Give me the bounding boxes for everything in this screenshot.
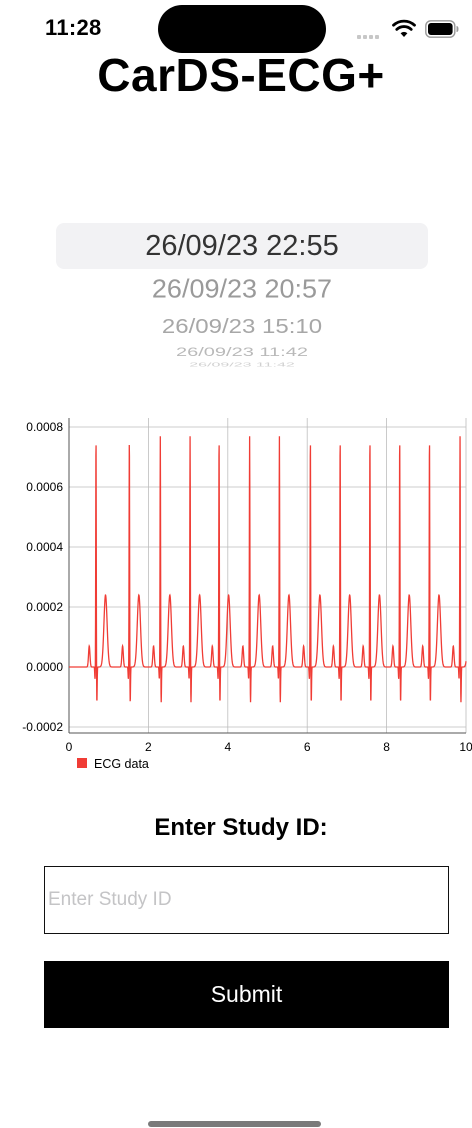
x-tick-label: 6 [304,740,311,754]
status-bar: 11:28 [0,0,472,56]
study-id-label: Enter Study ID: [154,814,328,841]
x-tick-label: 0 [66,740,73,754]
y-tick-label: 0.0004 [26,540,63,554]
ecg-series-line [69,436,467,703]
y-tick-label: 0.0000 [26,660,63,674]
x-tick-label: 10 [459,740,472,754]
y-tick-label: 0.0008 [26,420,63,434]
picker-item-selected[interactable]: 26/09/23 22:55 [145,230,339,262]
picker-item[interactable]: 26/09/23 11:42 [176,345,308,360]
x-tick-label: 8 [383,740,390,754]
ecg-chart: -0.0002 0.0000 0.0002 0.0004 0.0006 0.0008 0 2 4… [22,418,472,771]
battery-icon [425,20,459,38]
x-tick-label: 2 [145,740,152,754]
app-title: CarDS-ECG+ [97,49,385,101]
y-tick-label: 0.0006 [26,480,63,494]
home-indicator [148,1121,321,1127]
wifi-icon [392,19,416,37]
x-tick-label: 4 [224,740,231,754]
picker-item[interactable]: 26/09/23 20:57 [151,274,333,304]
legend-swatch [77,758,87,768]
picker-selection-highlight [56,223,428,269]
y-tick-label: -0.0002 [22,720,63,734]
status-time: 11:28 [45,15,102,40]
submit-button[interactable]: Submit [44,961,449,1028]
picker-item[interactable]: 26/09/23 15:10 [161,314,323,339]
recording-date-picker[interactable]: 26/09/23 22:55 26/09/23 20:57 26/09/23 1… [56,222,428,372]
y-tick-label: 0.0002 [26,600,63,614]
legend-label: ECG data [94,757,149,771]
dynamic-island [158,5,326,53]
cellular-signal-icon [357,33,385,39]
study-id-input[interactable] [44,866,449,934]
picker-item[interactable]: 26/09/23 11:42 [189,362,295,368]
